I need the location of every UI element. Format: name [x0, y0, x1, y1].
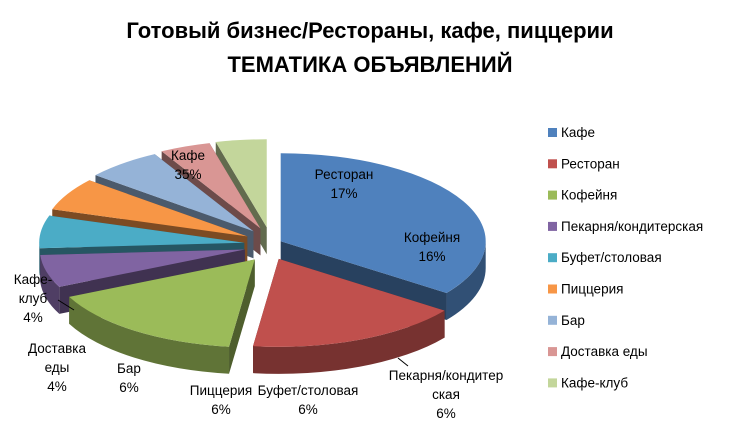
- data-label-буфет-столовая: Буфет/столовая 6%: [258, 383, 359, 417]
- data-label-кофейня: Кофейня 16%: [404, 230, 460, 264]
- legend-swatch: [548, 347, 557, 357]
- chart-subtitle: ТЕМАТИКА ОБЪЯВЛЕНИЙ: [227, 52, 512, 77]
- slice-rim: [253, 310, 445, 374]
- legend-item-кафе-клуб: Кафе-клуб: [548, 375, 628, 390]
- legend-swatch: [548, 128, 557, 137]
- legend-label: Пекарня/кондитерская: [561, 219, 703, 234]
- slice-top: [161, 143, 261, 229]
- legend-label: Доставка еды: [561, 344, 648, 359]
- legend-label: Ресторан: [561, 156, 620, 171]
- slice-кофейня: [69, 259, 255, 374]
- data-label-бар: Бар 6%: [117, 361, 141, 395]
- slice-top: [280, 153, 486, 293]
- legend-item-пекарня-кондитерская: Пекарня/кондитерская: [548, 219, 703, 234]
- legend: Кафе Ресторан Кофейня Пекарня/кондитерская Б…: [548, 125, 703, 390]
- slice-top: [253, 258, 445, 347]
- leader-line: [397, 357, 409, 367]
- data-label-кафе: Кафе 35%: [171, 148, 205, 182]
- legend-swatch: [548, 284, 557, 294]
- data-label-пиццерия: Пиццерия 6%: [190, 383, 252, 417]
- legend-label: Кафе: [561, 125, 595, 140]
- legend-item-ресторан: Ресторан: [548, 156, 620, 171]
- slice-rim: [446, 241, 486, 320]
- slice-rim: [40, 254, 60, 314]
- slice-ресторан: [253, 258, 445, 374]
- legend-swatch: [548, 159, 557, 169]
- legend-item-бар: Бар: [548, 313, 585, 328]
- data-labels: Кафе 35% Ресторан 17% Кофейня 16% Пекарня/конд…: [14, 148, 503, 421]
- slice-top: [215, 139, 267, 228]
- data-label-доставка-еды: Доставка еды 4%: [28, 341, 86, 394]
- legend-item-пиццерия: Пиццерия: [548, 282, 623, 297]
- slice-top: [39, 215, 245, 249]
- slice-rim: [69, 296, 230, 374]
- legend-item-кофейня: Кофейня: [548, 188, 617, 203]
- legend-label: Кафе-клуб: [561, 375, 628, 390]
- legend-swatch: [548, 190, 557, 200]
- legend-label: Пиццерия: [561, 282, 623, 297]
- legend-swatch: [548, 378, 557, 388]
- data-label-пекарня-кондитерская: Пекарня/кондитер ская 6%: [389, 368, 503, 421]
- legend-label: Бар: [561, 313, 585, 328]
- legend-swatch: [548, 253, 557, 263]
- leader-line: [57, 299, 75, 311]
- chart-title: Готовый бизнес/Рестораны, кафе, пиццерии: [126, 18, 613, 43]
- legend-label: Буфет/столовая: [561, 250, 662, 265]
- slice-top: [69, 259, 255, 347]
- slice-top: [52, 180, 248, 237]
- legend-item-буфет-столовая: Буфет/столовая: [548, 250, 662, 265]
- legend-item-доставка-еды: Доставка еды: [548, 344, 648, 359]
- legend-swatch: [548, 221, 557, 231]
- data-label-ресторан: Ресторан 17%: [315, 167, 374, 201]
- legend-item-кафе: Кафе: [548, 125, 595, 140]
- data-label-кафе-клуб: Кафе-клуб 4%: [14, 272, 52, 325]
- legend-swatch: [548, 315, 557, 325]
- legend-label: Кофейня: [561, 188, 617, 203]
- slice-top: [95, 154, 254, 232]
- slice-side: [229, 259, 255, 374]
- slice-top: [40, 249, 245, 287]
- pie-slices: [39, 139, 486, 374]
